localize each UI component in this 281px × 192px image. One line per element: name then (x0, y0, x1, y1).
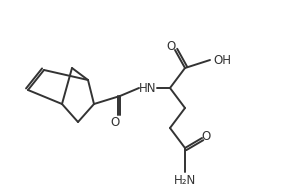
Text: O: O (166, 41, 176, 54)
Text: H₂N: H₂N (174, 174, 196, 186)
Text: HN: HN (139, 83, 157, 95)
Text: O: O (110, 116, 120, 128)
Text: O: O (201, 129, 211, 142)
Text: OH: OH (213, 54, 231, 66)
